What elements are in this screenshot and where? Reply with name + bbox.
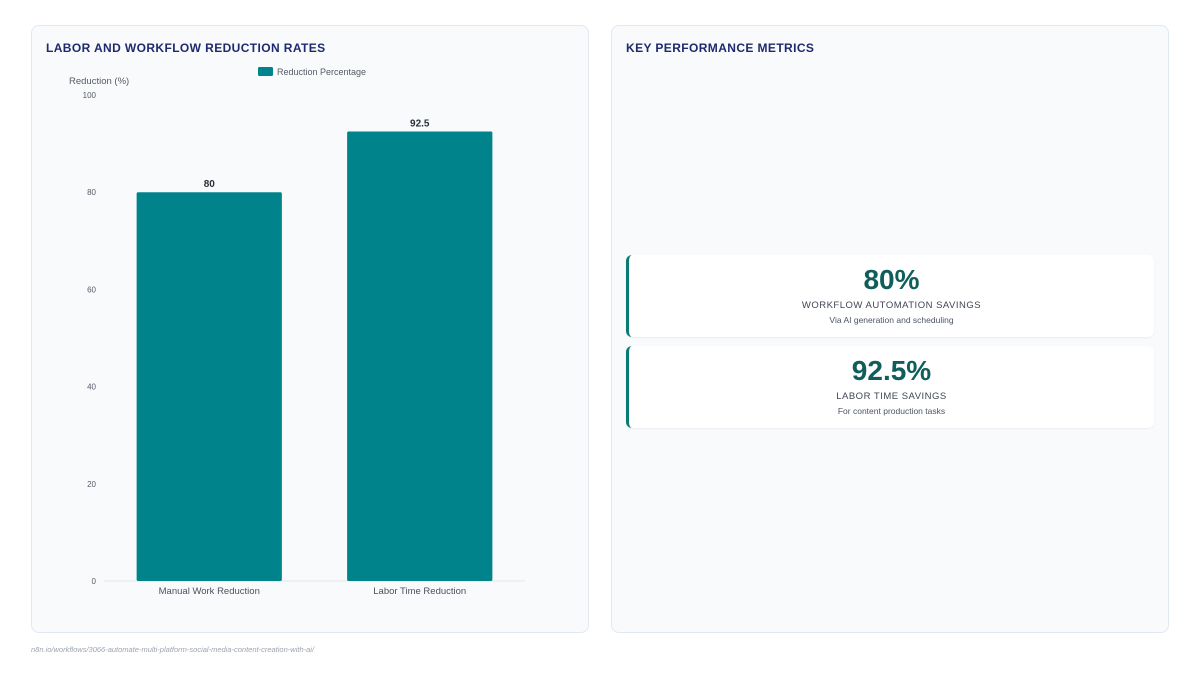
x-tick-label: Manual Work Reduction: [159, 586, 260, 597]
metric-description: Via AI generation and scheduling: [829, 315, 954, 325]
source-url: n8n.io/workflows/3066-automate-multi-pla…: [31, 645, 315, 654]
x-tick-label: Labor Time Reduction: [373, 586, 466, 597]
bar: [347, 131, 493, 581]
metrics-title: KEY PERFORMANCE METRICS: [626, 41, 815, 55]
metric-card-workflow: 80% WORKFLOW AUTOMATION SAVINGS Via AI g…: [626, 255, 1154, 337]
metric-value: 92.5%: [851, 355, 932, 386]
chart-panel: LABOR AND WORKFLOW REDUCTION RATES Reduc…: [31, 25, 589, 633]
y-tick-label: 20: [87, 480, 96, 489]
chart-title: LABOR AND WORKFLOW REDUCTION RATES: [46, 41, 326, 55]
y-tick-label: 80: [87, 188, 96, 197]
metric-label: WORKFLOW AUTOMATION SAVINGS: [801, 300, 982, 311]
x-axis-ticks: Manual Work Reduction Labor Time Reductio…: [159, 586, 467, 597]
bar-data-label: 80: [204, 179, 216, 190]
chart-legend: Reduction Percentage: [258, 67, 366, 77]
y-axis-label: Reduction (%): [69, 76, 129, 87]
bar: [136, 192, 282, 581]
y-tick-label: 60: [87, 285, 96, 294]
metric-label: LABOR TIME SAVINGS: [836, 391, 947, 402]
legend-swatch: [258, 67, 273, 76]
bar-data-label: 92.5: [410, 118, 430, 129]
y-tick-label: 40: [87, 383, 96, 392]
y-tick-label: 100: [83, 91, 97, 100]
metric-card-labor: 92.5% LABOR TIME SAVINGS For content pro…: [626, 346, 1154, 428]
bar-chart: Reduction Percentage Reduction (%) 0 20 40…: [69, 67, 525, 597]
metric-value: 80%: [863, 264, 920, 295]
y-tick-label: 0: [92, 577, 97, 586]
bar-series: 80 92.5: [136, 118, 493, 581]
metrics-panel: KEY PERFORMANCE METRICS 80% WORKFLOW AUT…: [611, 25, 1169, 633]
legend-label: Reduction Percentage: [277, 67, 366, 77]
metric-description: For content production tasks: [837, 406, 946, 416]
y-axis-ticks: 0 20 40 60 80 100: [83, 91, 97, 586]
